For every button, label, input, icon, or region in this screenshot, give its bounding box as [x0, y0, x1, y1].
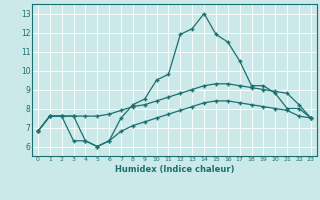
X-axis label: Humidex (Indice chaleur): Humidex (Indice chaleur) — [115, 165, 234, 174]
